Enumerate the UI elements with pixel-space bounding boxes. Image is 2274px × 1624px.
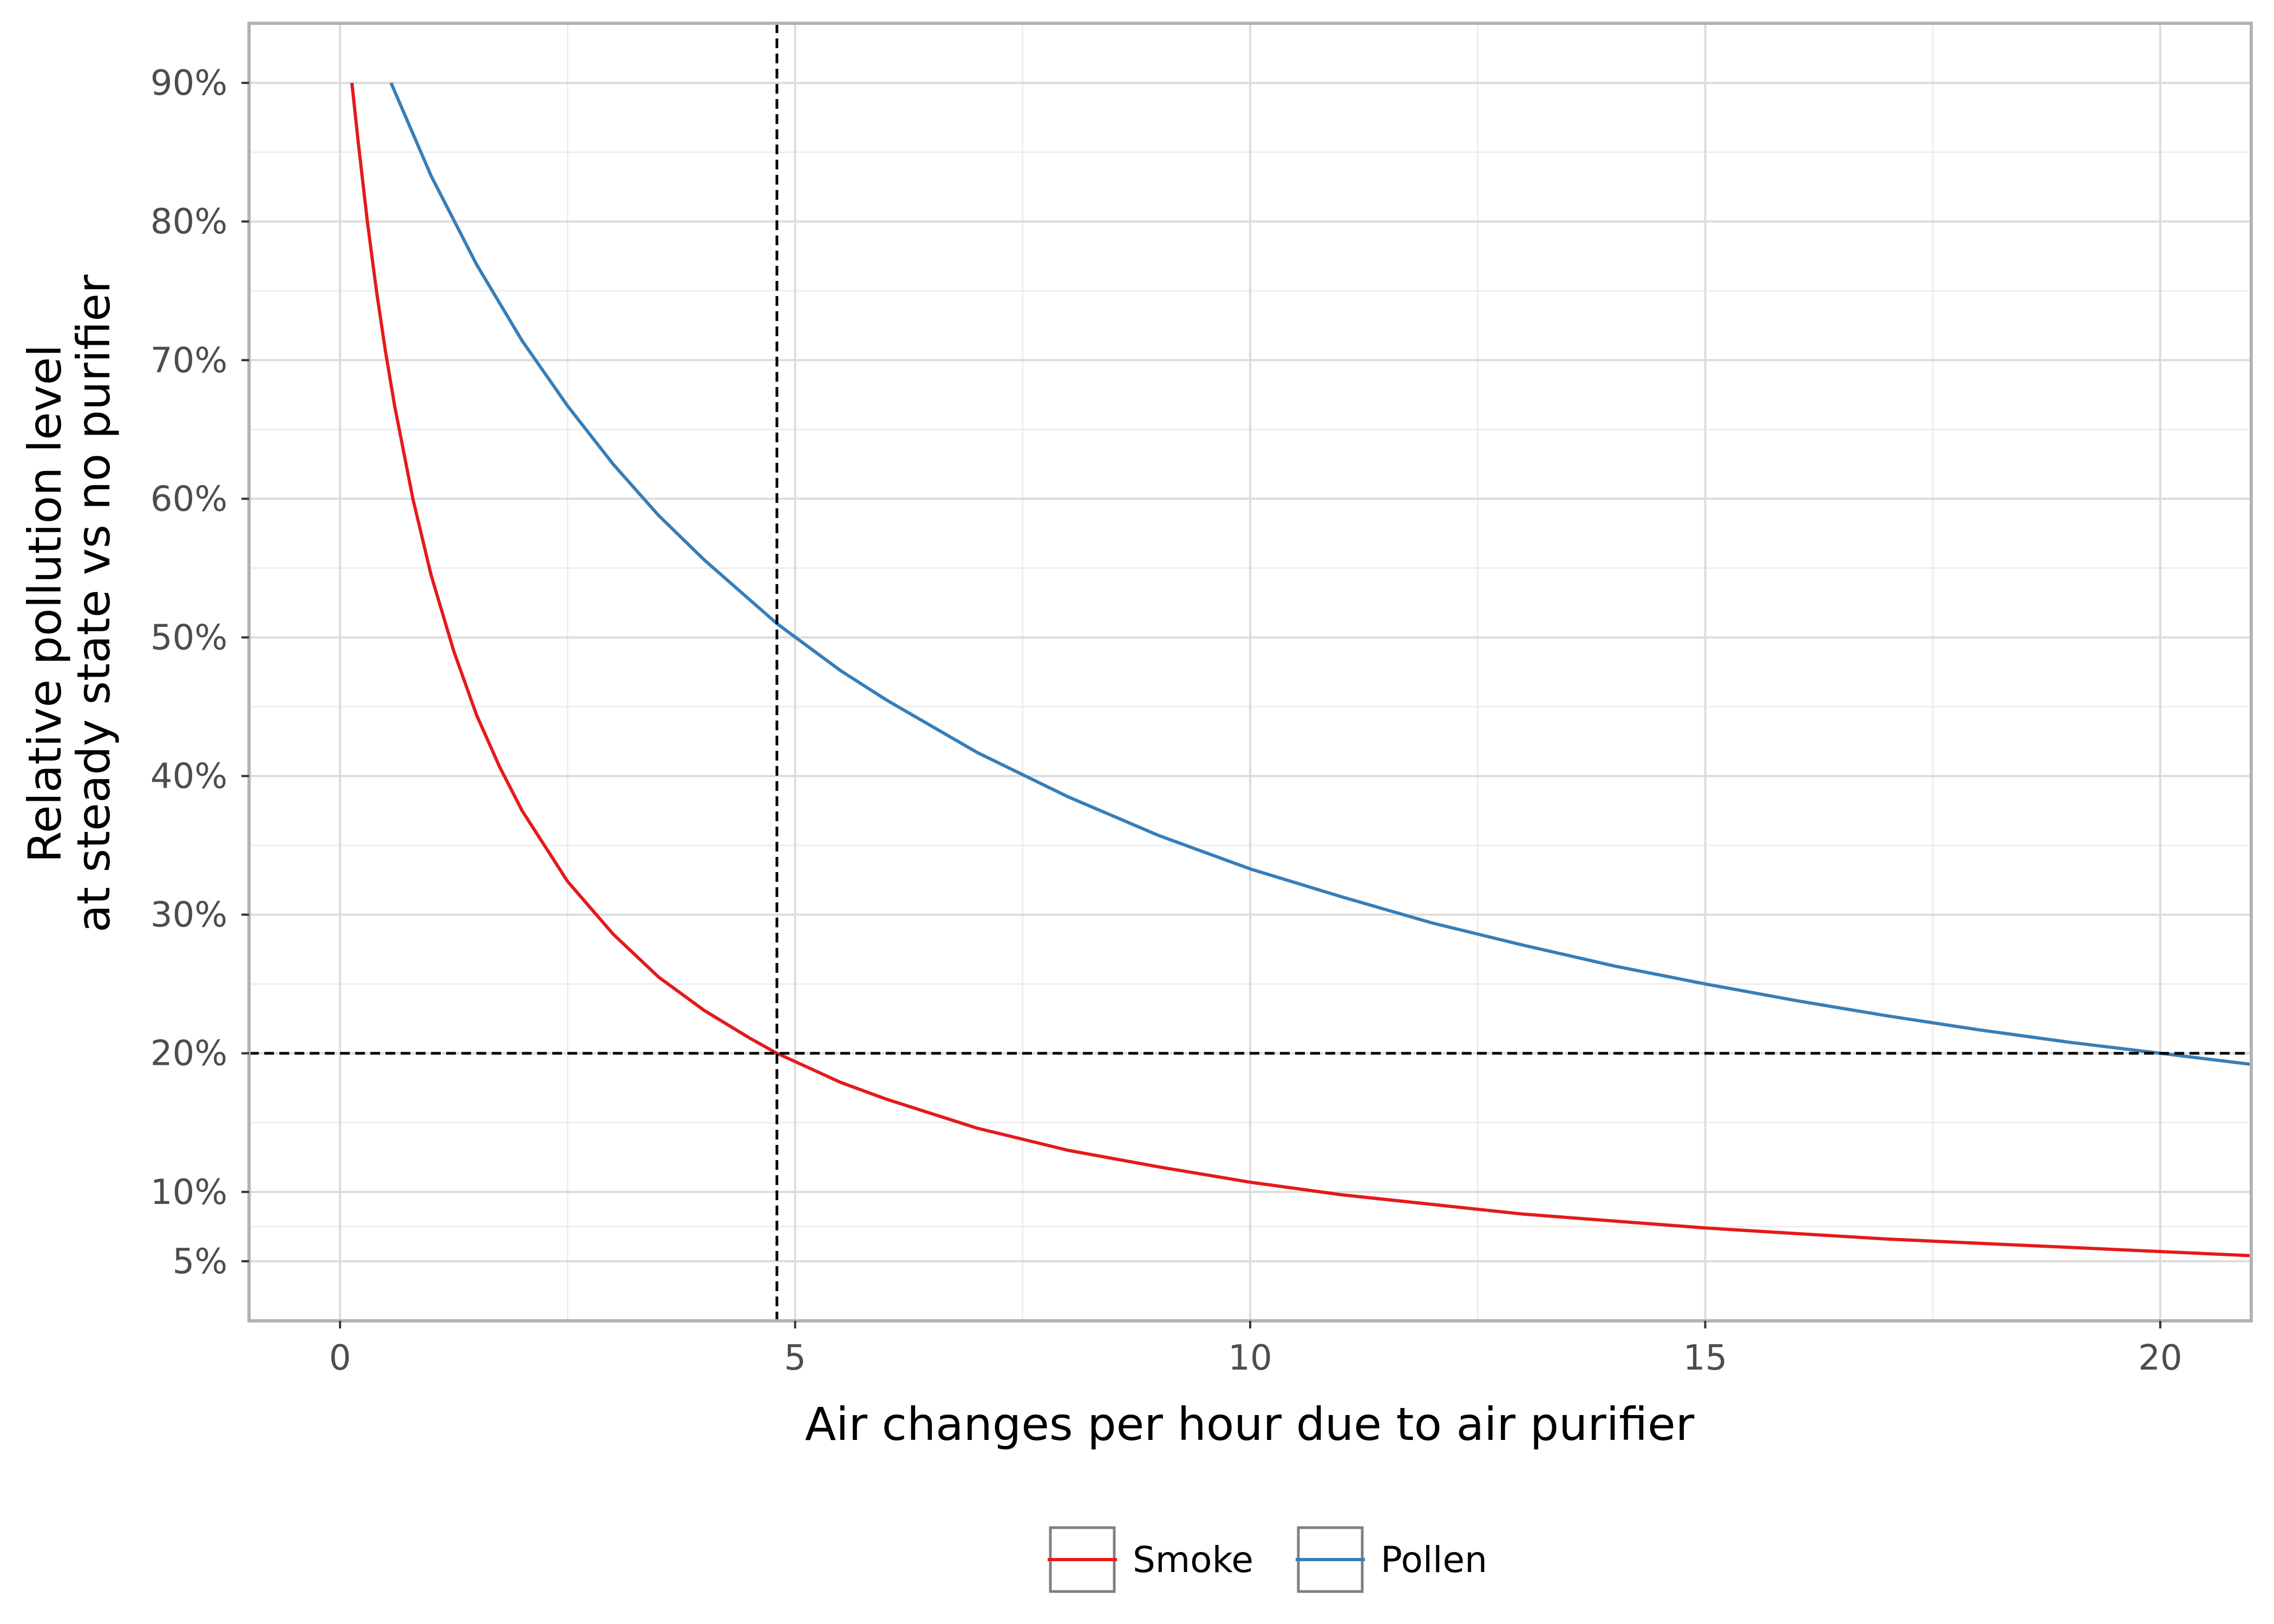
x-axis-title: Air changes per hour due to air purifier bbox=[805, 1398, 1695, 1451]
series-line-smoke bbox=[350, 82, 2252, 1258]
y-tick-label: 40% bbox=[151, 757, 227, 797]
series-line-pollen bbox=[389, 82, 2252, 1066]
legend-item-smoke: Smoke bbox=[1048, 1526, 1253, 1593]
legend: Smoke Pollen bbox=[1048, 1526, 1487, 1593]
x-tick-label: 0 bbox=[329, 1338, 351, 1378]
y-tick-label: 5% bbox=[172, 1242, 227, 1282]
x-tick-label: 10 bbox=[1228, 1338, 1272, 1378]
reference-lines bbox=[249, 23, 2251, 1321]
y-tick-label: 80% bbox=[151, 202, 227, 242]
y-tick-label: 60% bbox=[151, 479, 227, 519]
x-axis-ticks: 0 5 10 15 20 bbox=[329, 1321, 2182, 1378]
y-tick-label: 10% bbox=[151, 1173, 227, 1213]
y-axis-ticks: 5% 10% 20% 30% 40% 50% 60% 70% 80% 90% bbox=[151, 63, 249, 1282]
y-axis-title-line-2: at steady state vs no purifier bbox=[67, 274, 120, 933]
legend-label-smoke: Smoke bbox=[1133, 1539, 1253, 1581]
x-tick-label: 20 bbox=[2138, 1338, 2182, 1378]
major-gridlines bbox=[249, 23, 2251, 1321]
y-axis-title: Relative pollution level at steady state… bbox=[18, 274, 120, 933]
legend-item-pollen: Pollen bbox=[1296, 1526, 1487, 1593]
y-tick-label: 90% bbox=[151, 63, 227, 103]
x-tick-label: 5 bbox=[784, 1338, 806, 1378]
y-tick-label: 50% bbox=[151, 618, 227, 658]
y-tick-label: 20% bbox=[151, 1034, 227, 1074]
y-tick-label: 30% bbox=[151, 895, 227, 935]
legend-label-pollen: Pollen bbox=[1381, 1539, 1487, 1581]
y-tick-label: 70% bbox=[151, 340, 227, 381]
x-tick-label: 15 bbox=[1683, 1338, 1727, 1378]
series-lines bbox=[350, 82, 2252, 1258]
y-axis-title-line-1: Relative pollution level bbox=[18, 344, 71, 862]
